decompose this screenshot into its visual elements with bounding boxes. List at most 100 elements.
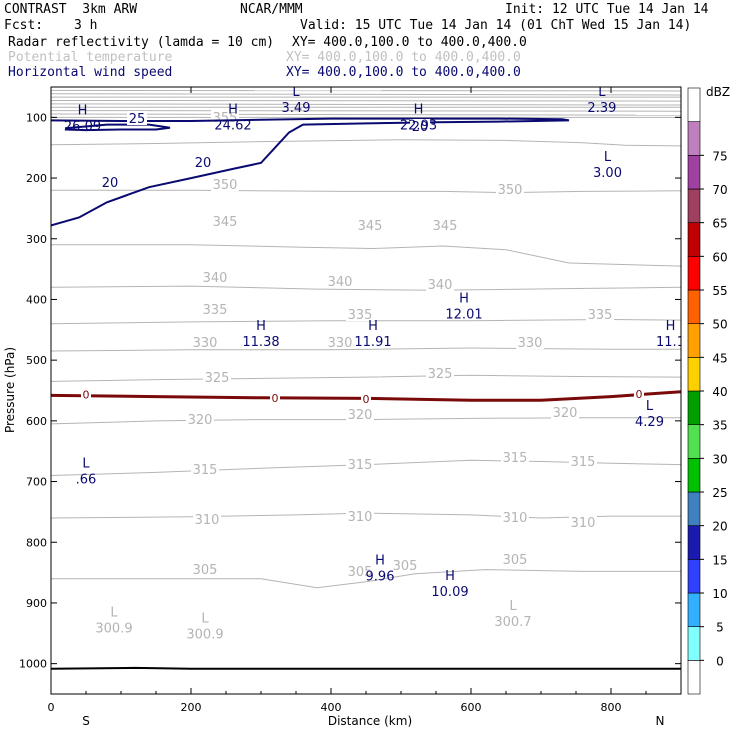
wind-extremum-value: 3.49 bbox=[282, 101, 311, 116]
wind-extremum-marker: H bbox=[459, 291, 469, 306]
theta-label-bg bbox=[496, 182, 524, 196]
field-name-wind: Horizontal wind speed bbox=[8, 65, 173, 80]
x-tick-label: 600 bbox=[461, 701, 482, 714]
theta-label: 330 bbox=[518, 336, 543, 351]
theta-label: 315 bbox=[193, 463, 218, 478]
reflectivity-label: 0 bbox=[636, 388, 643, 401]
theta-label-bg bbox=[203, 370, 231, 384]
wind-extremum-marker: H bbox=[368, 319, 378, 334]
y-tick-label: 800 bbox=[26, 536, 47, 549]
colorbar-swatch bbox=[687, 592, 701, 627]
theta-label: 325 bbox=[723, 371, 740, 386]
theta-label-bg bbox=[201, 270, 229, 284]
field-name-theta: Potential temperature bbox=[8, 50, 173, 65]
theta-label: 325 bbox=[205, 371, 230, 386]
theta-label: 330 bbox=[728, 340, 740, 355]
theta-label-bg bbox=[501, 552, 529, 566]
theta-label: 355 bbox=[213, 111, 238, 126]
theta-band-line bbox=[51, 103, 681, 106]
colorbar: 0 5 10 15 20 25 30 35 40 45 50 55 60 65 70 75 bbox=[687, 87, 728, 695]
theta-label: 315 bbox=[571, 455, 596, 470]
colorbar-swatch bbox=[687, 491, 701, 526]
colorbar-level: 65 bbox=[712, 217, 727, 231]
theta-label-bg bbox=[191, 462, 219, 476]
init-time: Init: 12 UTC Tue 14 Jan 14 bbox=[505, 2, 709, 17]
colorbar-level: 25 bbox=[712, 486, 727, 500]
theta-label: 340 bbox=[203, 271, 228, 286]
x-start-label: S bbox=[82, 714, 90, 728]
x-tick-label: 400 bbox=[321, 701, 342, 714]
wind-extremum-value: 12.01 bbox=[445, 307, 482, 322]
theta-label: 315 bbox=[503, 451, 528, 466]
wind-contours: 25202020H26.09H24.62H22.93L3.49L2.39L3.0… bbox=[51, 85, 685, 600]
y-tick-label: 500 bbox=[26, 354, 47, 367]
theta-label-bg bbox=[431, 218, 459, 232]
reflectivity-label: 0 bbox=[83, 389, 90, 402]
colorbar-level: 45 bbox=[712, 351, 727, 365]
reflectivity-label-bg bbox=[361, 392, 371, 404]
field-xy-wind: XY= 400.0,100.0 to 400.0,400.0 bbox=[286, 65, 521, 80]
theta-band-line bbox=[51, 113, 681, 116]
y-tick-label: 200 bbox=[26, 172, 47, 185]
theta-label: 310 bbox=[571, 516, 596, 531]
theta-label: 305 bbox=[503, 553, 528, 568]
colorbar-level: 0 bbox=[716, 654, 724, 668]
theta-label-bg bbox=[346, 564, 374, 578]
colorbar-level: 60 bbox=[712, 250, 727, 264]
wind-extremum-marker: H bbox=[445, 569, 455, 584]
theta-contour-305 bbox=[51, 569, 681, 589]
y-tick-label: 700 bbox=[26, 476, 47, 489]
colorbar-swatch bbox=[687, 357, 701, 392]
wind-extremum-value: 11.91 bbox=[354, 335, 391, 350]
theta-label-bg bbox=[211, 177, 239, 191]
colorbar-swatch bbox=[687, 222, 701, 257]
wind-extremum-marker: H bbox=[78, 103, 88, 118]
wind-extremum-marker: H bbox=[414, 103, 424, 118]
reflectivity-label: 0 bbox=[363, 393, 370, 406]
theta-label: 335 bbox=[203, 303, 228, 318]
reflectivity-label-bg bbox=[634, 388, 644, 400]
colorbar-swatch bbox=[687, 458, 701, 493]
wind-extremum-marker: L bbox=[646, 399, 654, 414]
wind-extremum-marker: L bbox=[598, 85, 606, 100]
theta-extremum-marker: L bbox=[110, 605, 118, 620]
theta-label: 315 bbox=[348, 458, 373, 473]
colorbar-swatch bbox=[687, 424, 701, 459]
colorbar-swatch bbox=[687, 155, 701, 190]
wind-extremum-value: 9.96 bbox=[366, 570, 395, 585]
colorbar-unit: dBZ bbox=[706, 85, 730, 99]
wind-extremum-marker: L bbox=[82, 457, 90, 472]
wind-extremum-value: 11.1 bbox=[656, 335, 685, 350]
colorbar-level: 55 bbox=[712, 284, 727, 298]
theta-label: 350 bbox=[213, 178, 238, 193]
colorbar-level: 75 bbox=[712, 149, 727, 163]
theta-contour-315 bbox=[51, 459, 681, 476]
theta-label: 340 bbox=[428, 278, 453, 293]
chart-title: CONTRAST 3km ARW bbox=[4, 2, 138, 17]
x-axis-label: Distance (km) bbox=[328, 714, 412, 728]
theta-label-bg bbox=[326, 274, 354, 288]
colorbar-swatch bbox=[687, 660, 701, 695]
colorbar-level: 5 bbox=[716, 621, 724, 635]
colorbar-level: 70 bbox=[712, 183, 727, 197]
x-end-label: N bbox=[656, 714, 665, 728]
theta-extremum-value: 300.9 bbox=[95, 621, 132, 636]
theta-label: 325 bbox=[428, 367, 453, 382]
wind-label-bg bbox=[193, 155, 213, 169]
theta-label: 330 bbox=[328, 336, 353, 351]
theta-label-bg bbox=[356, 218, 384, 232]
wind-extremum-value: .66 bbox=[76, 473, 97, 488]
reflectivity-label: 0 bbox=[272, 392, 279, 405]
theta-label-bg bbox=[191, 335, 219, 349]
theta-label-bg bbox=[211, 214, 239, 228]
wind-label-bg bbox=[100, 175, 120, 189]
theta-contour-330 bbox=[51, 347, 681, 352]
theta-label-bg bbox=[721, 370, 740, 384]
colorbar-swatch bbox=[687, 525, 701, 560]
field-xy-theta: XY= 400.0,100.0 to 400.0,400.0 bbox=[286, 50, 521, 65]
axes: 0 200 400 600 800100200300400500600700800900… bbox=[19, 87, 682, 714]
wind-label-bg bbox=[127, 111, 147, 125]
colorbar-level: 20 bbox=[712, 520, 727, 534]
theta-band-line bbox=[51, 93, 681, 96]
